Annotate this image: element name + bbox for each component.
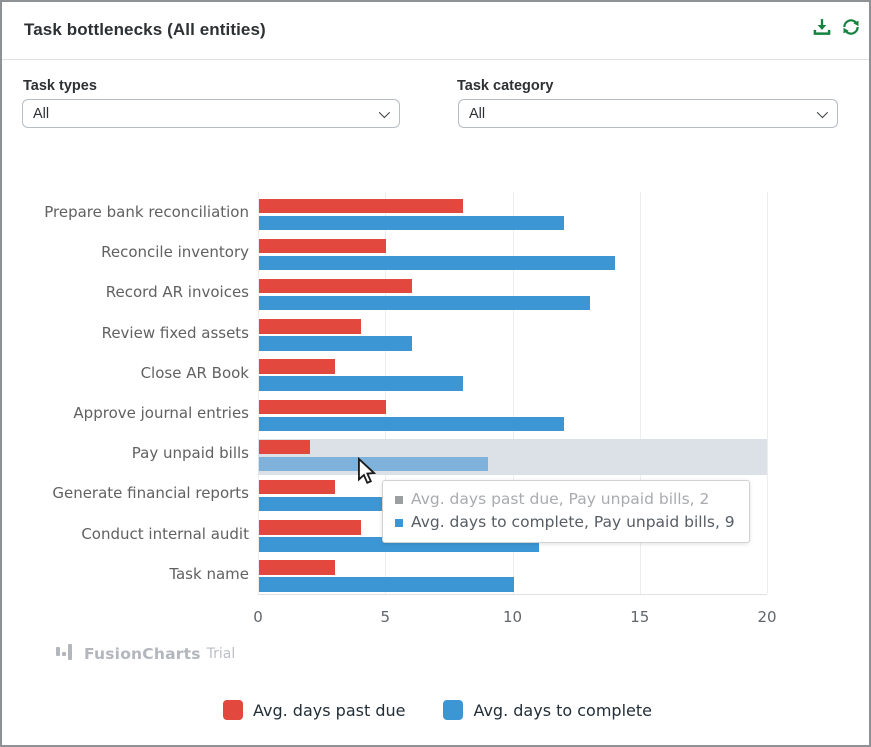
category-label: Conduct internal audit [81, 524, 249, 543]
download-button[interactable] [811, 17, 833, 39]
tooltip-swatch-to-complete [395, 518, 403, 527]
bar-to-complete[interactable] [259, 376, 463, 391]
bar-past-due[interactable] [259, 278, 412, 294]
bar-to-complete[interactable] [259, 456, 489, 472]
bar-to-complete[interactable] [259, 255, 616, 271]
plot-area [258, 192, 768, 595]
bar-past-due[interactable] [259, 479, 336, 495]
refresh-button[interactable] [840, 17, 862, 39]
mouse-cursor-icon [353, 456, 380, 491]
tooltip-text-to-complete: Avg. days to complete, Pay unpaid bills,… [411, 513, 735, 531]
category-label: Prepare bank reconciliation [44, 203, 249, 222]
task-types-value: All [33, 105, 50, 122]
legend-item-past-due[interactable]: Avg. days past due [223, 700, 405, 720]
bar-to-complete[interactable] [259, 336, 412, 351]
task-types-select[interactable]: All [22, 99, 400, 128]
fusioncharts-watermark[interactable]: FusionCharts Trial [56, 642, 235, 666]
tooltip-text-past-due: Avg. days past due, Pay unpaid bills, 2 [411, 490, 710, 508]
x-axis-label: 15 [630, 608, 650, 626]
bar-to-complete[interactable] [259, 215, 565, 230]
x-axis-label: 10 [502, 608, 523, 626]
tooltip-line: Avg. days past due, Pay unpaid bills, 2 [395, 488, 735, 511]
grid-line [258, 192, 259, 594]
header-divider [2, 59, 869, 60]
x-axis-line [258, 594, 767, 595]
category-label: Task name [169, 564, 249, 583]
watermark-brand: FusionCharts [84, 645, 201, 663]
category-label: Approve journal entries [73, 404, 249, 423]
tooltip-swatch-past-due [395, 495, 403, 504]
bar-past-due[interactable] [259, 359, 336, 374]
task-category-label: Task category [457, 78, 554, 94]
legend-label-past-due: Avg. days past due [253, 700, 406, 720]
grid-line [512, 192, 514, 594]
refresh-icon [841, 19, 861, 40]
x-axis-label: 20 [757, 608, 777, 626]
category-label: Close AR Book [140, 363, 249, 382]
bar-past-due[interactable] [259, 439, 310, 455]
bar-to-complete[interactable] [259, 577, 514, 592]
bar-past-due[interactable] [259, 560, 336, 575]
grid-line [385, 192, 387, 594]
bar-to-complete[interactable] [259, 295, 590, 311]
page-title: Task bottlenecks (All entities) [24, 20, 266, 39]
category-label: Record AR invoices [105, 283, 249, 302]
x-axis-label: 0 [253, 608, 263, 626]
category-label: Reconcile inventory [101, 243, 249, 262]
legend-item-to-complete[interactable]: Avg. days to complete [443, 700, 652, 720]
bar-to-complete[interactable] [259, 496, 387, 512]
bar-past-due[interactable] [259, 238, 387, 254]
task-types-label: Task types [23, 78, 97, 94]
chart-tooltip: Avg. days past due, Pay unpaid bills, 2 … [382, 480, 750, 543]
tooltip-line: Avg. days to complete, Pay unpaid bills,… [395, 511, 735, 534]
download-icon [812, 19, 832, 40]
x-axis-label: 5 [380, 608, 391, 626]
grid-line [767, 192, 768, 594]
task-category-value: All [469, 105, 486, 122]
watermark-trial: Trial [206, 646, 236, 662]
category-label: Pay unpaid bills [131, 444, 249, 463]
bar-past-due[interactable] [259, 198, 463, 213]
task-category-select[interactable]: All [458, 99, 838, 128]
bar-past-due[interactable] [259, 399, 387, 414]
chart-legend: Avg. days past due Avg. days to complete [2, 700, 869, 720]
bar-past-due[interactable] [259, 319, 361, 334]
category-label: Generate financial reports [52, 484, 249, 503]
legend-swatch-to-complete [443, 700, 464, 720]
bar-to-complete[interactable] [259, 416, 565, 431]
fusioncharts-logo-icon [56, 642, 75, 666]
legend-swatch-past-due [223, 700, 243, 720]
bar-past-due[interactable] [259, 520, 361, 535]
category-label: Review fixed assets [101, 323, 249, 342]
grid-line [639, 192, 641, 594]
legend-label-to-complete: Avg. days to complete [473, 700, 652, 720]
